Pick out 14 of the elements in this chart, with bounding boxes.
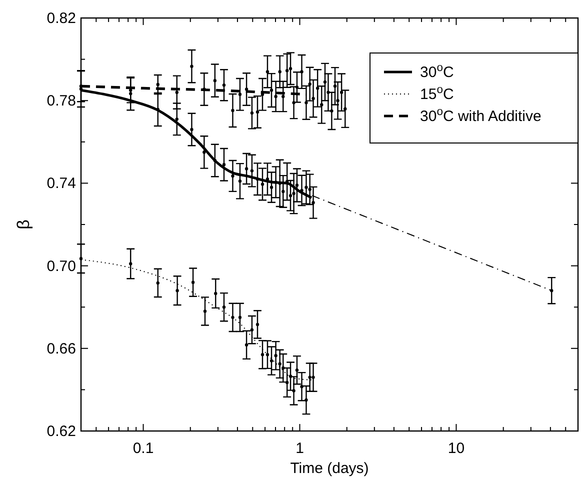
- x-tick-label: 0.1: [132, 440, 154, 457]
- legend-label: 30$^{o}$C: [420, 62, 454, 81]
- x-tick-label: 10: [448, 440, 465, 457]
- legend-label: 15$^{o}$C: [420, 84, 454, 103]
- x-axis-title: Time (days): [290, 460, 369, 477]
- y-tick-label: 0.70: [46, 258, 76, 275]
- y-tick-label: 0.74: [46, 175, 76, 192]
- legend-label: 30$^{o}$C with Additive: [420, 106, 542, 125]
- x-tick-label: 1: [296, 440, 304, 457]
- y-axis-title: β: [14, 219, 33, 230]
- y-tick-label: 0.78: [46, 92, 76, 110]
- y-tick-label: 0.62: [46, 423, 76, 440]
- y-tick-label: 0.66: [46, 340, 76, 358]
- y-tick-label: 0.82: [46, 10, 76, 27]
